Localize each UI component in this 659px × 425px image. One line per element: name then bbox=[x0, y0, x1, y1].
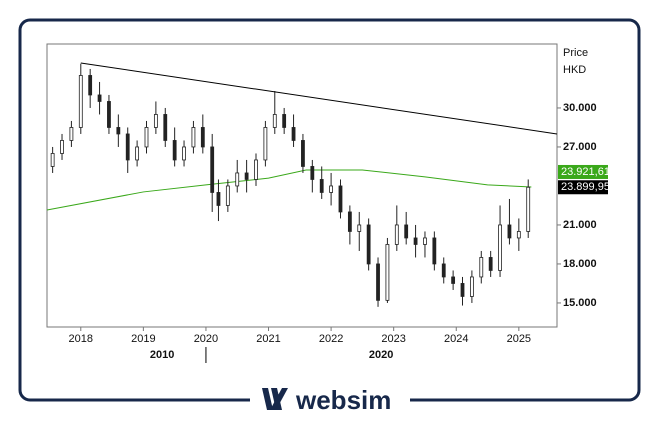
x-tick-label: 2019 bbox=[131, 333, 155, 345]
candle-body bbox=[413, 237, 418, 245]
candle-body bbox=[451, 276, 456, 284]
candle-body bbox=[235, 172, 240, 187]
candle-body bbox=[432, 237, 437, 265]
candle-body bbox=[357, 224, 362, 232]
candle-body bbox=[78, 75, 83, 128]
candle-body bbox=[182, 146, 186, 161]
y-tick-label: 27.000 bbox=[563, 141, 597, 153]
candle-body bbox=[254, 159, 258, 180]
candle-body bbox=[526, 186, 531, 232]
candle-body bbox=[135, 146, 140, 161]
brand: websim bbox=[295, 385, 391, 415]
candle-body bbox=[301, 140, 305, 167]
candle-body bbox=[125, 133, 130, 161]
candle-body bbox=[376, 263, 380, 301]
last-value-label: 23.921,61 bbox=[561, 166, 610, 178]
x-tick-label: 2020 bbox=[194, 333, 218, 345]
y-axis-label: Price bbox=[563, 47, 588, 59]
candle-body bbox=[263, 127, 268, 161]
candle-body bbox=[366, 224, 371, 265]
x-tick-label: 2025 bbox=[507, 333, 531, 345]
candle-body bbox=[498, 224, 502, 271]
candle-body bbox=[272, 114, 277, 128]
candle-body bbox=[60, 140, 64, 154]
y-tick-label: 15.000 bbox=[563, 297, 597, 309]
candle-body bbox=[172, 140, 177, 161]
decade-label: 2020 bbox=[369, 349, 393, 361]
candle-body bbox=[107, 101, 111, 128]
decade-label: 2010 bbox=[150, 349, 174, 361]
candle-body bbox=[310, 166, 315, 180]
candle-body bbox=[200, 127, 205, 148]
y-tick-label: 30.000 bbox=[563, 102, 597, 114]
x-tick-label: 2021 bbox=[256, 333, 280, 345]
x-tick-label: 2022 bbox=[319, 333, 343, 345]
candle-body bbox=[163, 114, 168, 141]
plot-area bbox=[46, 43, 558, 328]
candle-body bbox=[488, 257, 493, 271]
last-value-box bbox=[558, 180, 608, 195]
x-tick-label: 2018 bbox=[69, 333, 93, 345]
y-tick-label: 18.000 bbox=[563, 258, 597, 270]
candle-body bbox=[244, 172, 249, 180]
candle-body bbox=[469, 276, 474, 297]
candle-body bbox=[69, 127, 74, 141]
y-axis-unit: HKD bbox=[563, 64, 586, 76]
candle-body bbox=[338, 185, 343, 213]
candle-body bbox=[516, 231, 521, 239]
candle-body bbox=[460, 283, 465, 297]
last-value-label: 23.899,95 bbox=[561, 181, 610, 193]
candle-body bbox=[144, 127, 149, 148]
candle-body bbox=[88, 75, 93, 96]
y-tick-label: 21.000 bbox=[563, 219, 597, 231]
marks bbox=[46, 62, 558, 307]
candle-body bbox=[385, 244, 390, 301]
candle-body bbox=[225, 185, 230, 206]
last-value-box bbox=[558, 164, 608, 179]
candle-body bbox=[50, 153, 55, 167]
candle-body bbox=[347, 211, 352, 232]
candle-body bbox=[394, 224, 399, 245]
candle-body bbox=[282, 114, 287, 128]
candle-body bbox=[329, 185, 333, 193]
candle-body bbox=[116, 127, 121, 135]
trendline bbox=[80, 62, 558, 135]
candle-body bbox=[153, 114, 158, 128]
x-tick-label: 2023 bbox=[381, 333, 405, 345]
candle-body bbox=[291, 127, 296, 141]
candle-body bbox=[191, 127, 196, 148]
candle-body bbox=[423, 237, 427, 245]
candle-body bbox=[479, 257, 484, 278]
candle-body bbox=[210, 146, 215, 193]
moving-average bbox=[46, 169, 532, 211]
candle-body bbox=[507, 224, 512, 239]
candle-body bbox=[441, 263, 446, 278]
logo-icon bbox=[262, 388, 288, 410]
candle-body bbox=[97, 94, 102, 102]
candle-body bbox=[216, 192, 221, 206]
x-tick-label: 2024 bbox=[444, 333, 468, 345]
candle-body bbox=[404, 224, 409, 239]
candle-body bbox=[319, 179, 324, 193]
